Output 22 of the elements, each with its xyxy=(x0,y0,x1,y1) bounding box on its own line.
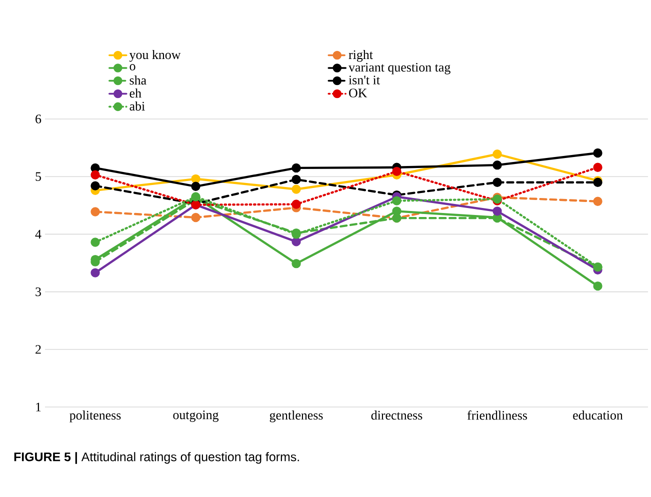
y-tick-label: 1 xyxy=(36,402,41,412)
legend-label: you know xyxy=(129,50,181,62)
text: FIGURE 5 | Attitudinal ratings of question tag forms. xyxy=(14,452,299,464)
x-tick-label: gentleness xyxy=(270,410,323,422)
y-tick-label: 4 xyxy=(35,230,42,238)
x-tick-label: outgoing xyxy=(173,410,219,422)
legend-label: isn't it xyxy=(348,76,380,84)
y-tick-label: 3 xyxy=(36,287,41,296)
legend-label: variant question tag xyxy=(348,62,450,74)
x-tick-label: directness xyxy=(371,410,422,420)
legend-label: o xyxy=(130,64,136,70)
y-tick-label: 5 xyxy=(36,172,41,181)
x-tick-label: politeness xyxy=(70,410,121,422)
y-tick-label: 6 xyxy=(36,114,42,124)
legend-label: abi xyxy=(130,101,145,111)
x-tick-label: friendliness xyxy=(467,410,528,420)
legend-label: right xyxy=(348,50,373,62)
legend-label: sha xyxy=(130,76,146,85)
legend-label: OK xyxy=(349,88,368,98)
x-tick-label: education xyxy=(573,410,623,420)
y-tick-label: 2 xyxy=(36,345,41,354)
legend-label: eh xyxy=(130,88,142,98)
